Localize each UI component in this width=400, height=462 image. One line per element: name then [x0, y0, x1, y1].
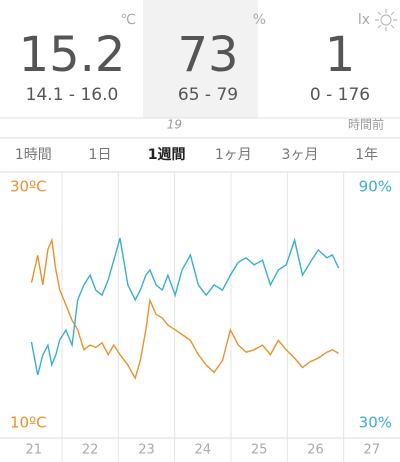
reading-unit: % [253, 12, 266, 28]
y-tick-label: 10ºC [10, 414, 47, 432]
x-tick-label: 26 [307, 443, 324, 458]
reading-value: 15.2 [19, 27, 126, 83]
reading-value: 1 [325, 27, 356, 83]
series-line [30, 237, 339, 381]
period-tab[interactable]: 1時間 [15, 147, 52, 163]
reading-unit: lx [358, 12, 370, 28]
reading-unit: ℃ [120, 12, 136, 28]
period-tab[interactable]: 1ヶ月 [215, 147, 252, 163]
x-tick-label: 24 [195, 443, 212, 458]
sun-icon [375, 9, 397, 31]
updated-number: 19 [167, 118, 182, 132]
reading-range: 65 - 79 [178, 85, 238, 105]
series-line [30, 237, 340, 376]
x-tick-label: 21 [26, 443, 43, 458]
period-tab[interactable]: 3ヶ月 [282, 147, 319, 163]
x-tick-label: 27 [364, 443, 381, 458]
y2-tick-label: 90% [359, 178, 392, 196]
x-tick-label: 22 [82, 443, 99, 458]
selected-cell-bg [143, 0, 258, 118]
reading-range: 14.1 - 16.0 [26, 85, 119, 105]
period-tab[interactable]: 1日 [89, 147, 112, 163]
x-tick-label: 25 [251, 443, 268, 458]
period-tab[interactable]: 1週間 [148, 147, 186, 163]
y2-tick-label: 30% [359, 414, 392, 432]
reading-value: 73 [177, 27, 238, 83]
x-tick-label: 23 [138, 443, 155, 458]
period-tab[interactable]: 1年 [355, 147, 378, 163]
reading-range: 0 - 176 [310, 85, 370, 105]
updated-text: 時間前 [348, 117, 384, 132]
y-tick-label: 30ºC [10, 178, 47, 196]
